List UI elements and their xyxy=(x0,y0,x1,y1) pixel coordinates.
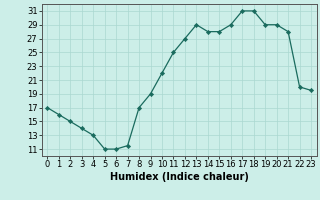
X-axis label: Humidex (Indice chaleur): Humidex (Indice chaleur) xyxy=(110,172,249,182)
